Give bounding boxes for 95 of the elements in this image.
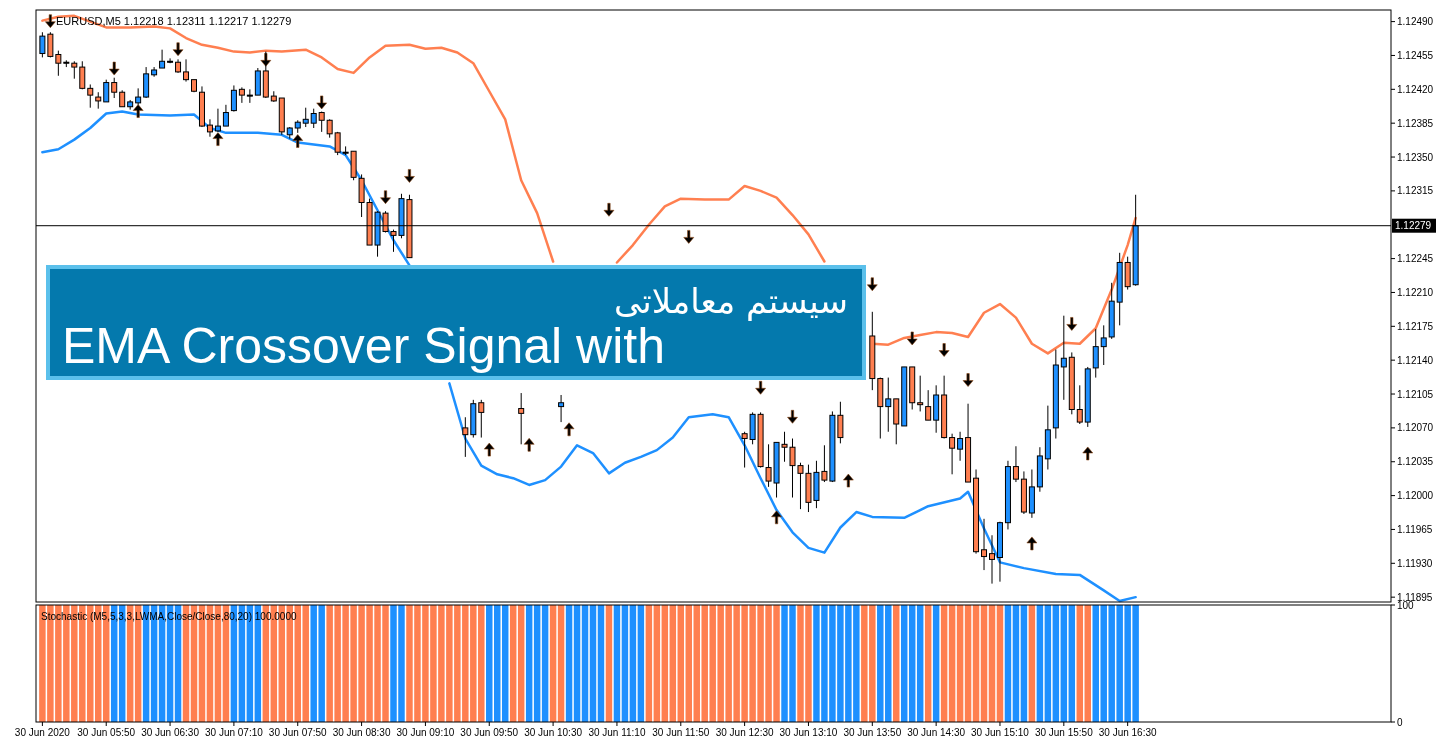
point	[172, 42, 184, 57]
y-tick-label: 1.12350	[1397, 151, 1434, 163]
candlestick	[917, 375, 924, 412]
point	[1066, 317, 1078, 331]
point	[483, 442, 495, 457]
ref-line-label: 1.12279	[1395, 220, 1432, 232]
candlestick	[1092, 328, 1099, 379]
candlestick	[462, 416, 469, 458]
x-tick-label: 30 Jun 07:50	[268, 727, 328, 738]
x-tick-label: 30 Jun 09:10	[396, 727, 455, 738]
y-tick-label: 1.12455	[1397, 49, 1434, 61]
y-tick-label: 1.12175	[1397, 320, 1434, 332]
candlestick	[230, 84, 237, 113]
x-tick-label: 30 Jun 13:50	[843, 727, 902, 738]
y-tick-label: 1.12035	[1397, 456, 1434, 468]
line-series	[41, 14, 555, 263]
point	[683, 230, 695, 244]
point	[523, 437, 535, 452]
x-tick-label: 30 Jun 10:30	[524, 727, 583, 738]
point	[755, 380, 766, 395]
candlestick	[302, 107, 309, 128]
candlestick	[103, 79, 110, 103]
candlestick	[518, 392, 525, 445]
point	[45, 14, 56, 28]
y-tick-label: 1.12000	[1397, 490, 1434, 502]
x-tick-label: 30 Jun 15:10	[971, 727, 1030, 738]
x-tick-label: 30 Jun 12:30	[715, 727, 774, 738]
y-tick-label: 1.12140	[1397, 354, 1434, 366]
y-tick-label: 1.12210	[1397, 286, 1434, 298]
y-tick-label: 1.12070	[1397, 422, 1434, 434]
x-tick-label: 30 Jun 11:50	[652, 727, 710, 738]
point	[906, 331, 918, 346]
y-tick-label: 1.11930	[1397, 557, 1433, 569]
candlestick	[143, 66, 150, 99]
candlestick	[87, 83, 94, 109]
candlestick	[1100, 324, 1107, 366]
y-tick-label: 1.12105	[1397, 388, 1434, 400]
y-tick-label: 1.12245	[1397, 253, 1434, 265]
candlestick	[949, 433, 956, 475]
annotation: سیستم معاملاتی	[613, 281, 848, 321]
annotation: EMA Crossover Signal with	[62, 318, 666, 374]
candlestick	[989, 534, 995, 585]
candlestick	[79, 60, 86, 90]
point	[962, 373, 974, 387]
point	[867, 277, 878, 292]
point	[108, 61, 120, 76]
candlestick	[222, 104, 229, 127]
candlestick	[925, 389, 932, 421]
y-tick-label: 1.11965	[1397, 523, 1433, 535]
point	[771, 510, 782, 525]
point	[316, 95, 327, 110]
point	[603, 203, 615, 217]
y-tick-label: 1.12385	[1397, 117, 1434, 129]
point	[1082, 446, 1094, 461]
point	[843, 473, 854, 488]
candlestick	[238, 86, 245, 104]
point	[260, 53, 272, 67]
y-tick-label: 1.12315	[1397, 185, 1434, 197]
x-tick-label: 30 Jun 13:10	[779, 727, 838, 738]
candlestick	[183, 58, 190, 83]
candlestick	[310, 108, 317, 129]
candlestick	[981, 518, 988, 571]
candlestick	[885, 377, 892, 433]
x-tick-label: 30 Jun 2020	[14, 727, 71, 738]
x-tick-label: 30 Jun 07:10	[204, 727, 264, 738]
point	[787, 410, 798, 424]
candlestick	[159, 49, 166, 69]
candlestick	[1012, 445, 1019, 483]
candlestick	[558, 394, 565, 423]
x-tick-label: 30 Jun 09:50	[460, 727, 519, 738]
candlestick	[478, 399, 485, 439]
point	[404, 169, 415, 183]
line-series	[615, 184, 826, 264]
candlestick	[167, 57, 174, 64]
x-tick-label: 30 Jun 16:30	[1098, 727, 1158, 738]
candlestick	[111, 77, 118, 99]
point	[563, 422, 575, 437]
x-tick-label: 30 Jun 15:50	[1034, 727, 1094, 738]
line-series	[448, 382, 1137, 603]
y-tick-label: 1.12420	[1397, 83, 1434, 95]
x-tick-label: 30 Jun 14:30	[907, 727, 966, 738]
point	[938, 343, 950, 357]
x-tick-label: 30 Jun 11:10	[588, 727, 646, 738]
x-tick-label: 30 Jun 06:30	[141, 727, 200, 738]
candlestick	[1060, 315, 1067, 401]
candlestick	[206, 118, 213, 138]
y-tick-label: 0	[1397, 716, 1403, 728]
candlestick	[957, 431, 964, 462]
point	[380, 190, 391, 205]
candlestick	[1076, 384, 1083, 425]
candlestick	[246, 88, 253, 104]
x-tick-label: 30 Jun 08:30	[332, 727, 391, 738]
point	[1026, 536, 1038, 551]
y-tick-label: 1.12490	[1397, 16, 1434, 28]
x-tick-label: 30 Jun 05:50	[77, 727, 136, 738]
